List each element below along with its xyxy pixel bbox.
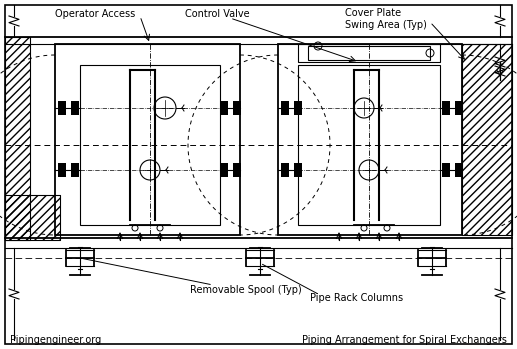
Bar: [298, 65, 440, 225]
Bar: [5, 195, 60, 240]
Bar: [71, 101, 75, 115]
Bar: [298, 44, 440, 62]
Bar: [298, 101, 302, 115]
Bar: [80, 65, 220, 225]
Text: Pipe Rack Columns: Pipe Rack Columns: [310, 293, 403, 303]
Bar: [455, 101, 459, 115]
Bar: [308, 46, 430, 60]
Bar: [5, 37, 30, 240]
Bar: [459, 101, 463, 115]
Text: Piping Arrangement for Spiral Exchangers: Piping Arrangement for Spiral Exchangers: [302, 335, 507, 345]
Bar: [285, 101, 289, 115]
Bar: [294, 101, 298, 115]
Bar: [233, 101, 237, 115]
Bar: [281, 101, 285, 115]
Bar: [224, 101, 228, 115]
Bar: [446, 101, 450, 115]
Bar: [5, 195, 60, 240]
Text: Pipingengineer.org: Pipingengineer.org: [10, 335, 101, 345]
Bar: [281, 163, 285, 177]
Text: Cover Plate
Swing Area (Typ): Cover Plate Swing Area (Typ): [345, 8, 427, 30]
Bar: [459, 163, 463, 177]
Bar: [233, 163, 237, 177]
Bar: [220, 101, 224, 115]
Bar: [58, 163, 62, 177]
Text: Control Valve: Control Valve: [185, 9, 250, 19]
Bar: [285, 163, 289, 177]
Bar: [298, 163, 302, 177]
Bar: [462, 44, 512, 235]
Bar: [75, 101, 79, 115]
Bar: [294, 163, 298, 177]
Bar: [278, 44, 462, 235]
Bar: [446, 163, 450, 177]
Bar: [71, 163, 75, 177]
Bar: [62, 163, 66, 177]
Bar: [58, 101, 62, 115]
Bar: [55, 44, 240, 235]
Bar: [455, 163, 459, 177]
Bar: [220, 163, 224, 177]
Bar: [5, 37, 30, 240]
Bar: [224, 163, 228, 177]
Text: Removable Spool (Typ): Removable Spool (Typ): [190, 285, 302, 295]
Bar: [237, 163, 241, 177]
Text: Operator Access: Operator Access: [55, 9, 135, 19]
Bar: [442, 101, 446, 115]
Bar: [237, 101, 241, 115]
Bar: [62, 101, 66, 115]
Bar: [442, 163, 446, 177]
Bar: [75, 163, 79, 177]
